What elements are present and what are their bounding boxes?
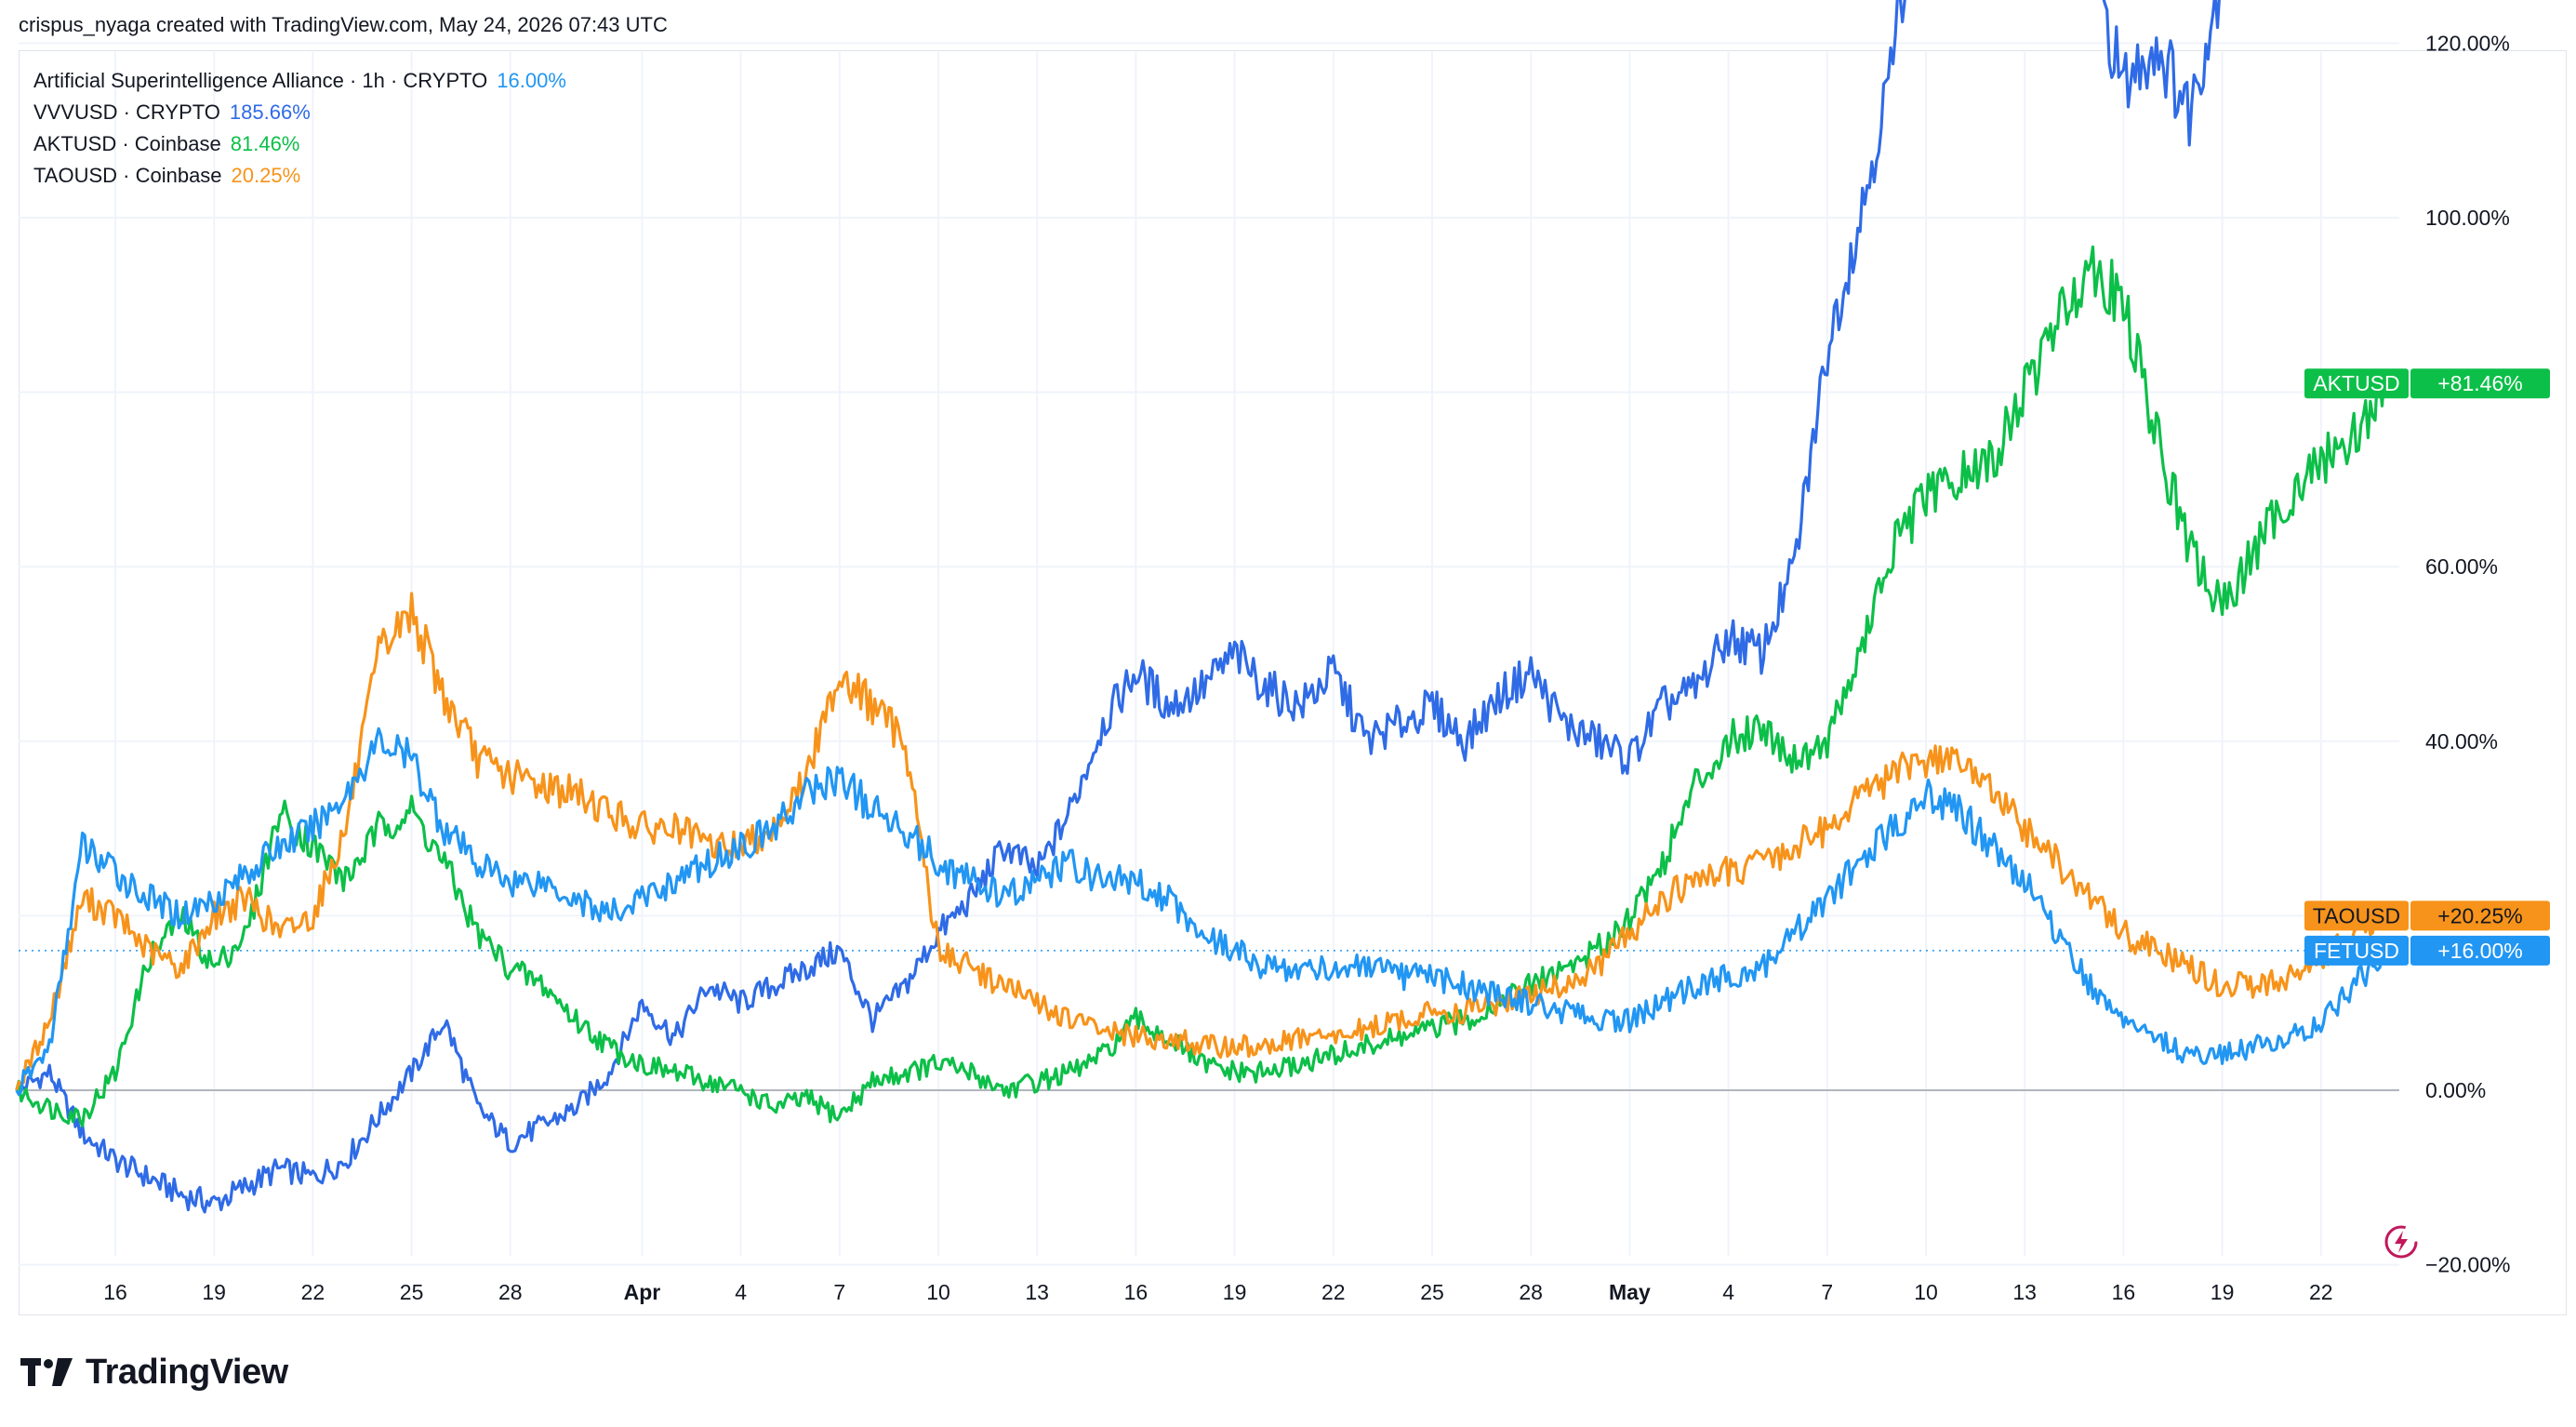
legend-item-fetusd[interactable]: Artificial Superintelligence Alliance · … bbox=[33, 65, 566, 97]
x-tick-label: 16 bbox=[1124, 1280, 1149, 1304]
x-tick-label: 25 bbox=[1420, 1280, 1444, 1304]
x-tick-label: 19 bbox=[202, 1280, 226, 1304]
y-tick-label: 40.00% bbox=[2425, 729, 2498, 754]
x-tick-label: 22 bbox=[2309, 1280, 2333, 1304]
legend-label: Artificial Superintelligence Alliance · … bbox=[33, 69, 488, 92]
legend-label: AKTUSD · Coinbase bbox=[33, 132, 221, 155]
series-value-badge-aktusd bbox=[2410, 368, 2550, 399]
series-line-taousd bbox=[15, 592, 2387, 1091]
series-tag-label: AKTUSD bbox=[2313, 371, 2399, 395]
series-tag-fetusd bbox=[2304, 935, 2409, 966]
legend-value: 16.00% bbox=[497, 69, 566, 92]
x-tick-label: 19 bbox=[1223, 1280, 1247, 1304]
x-tick-label: Apr bbox=[624, 1280, 661, 1304]
x-tick-label: 16 bbox=[103, 1280, 127, 1304]
x-tick-label: 28 bbox=[1519, 1280, 1543, 1304]
legend-item-taousd[interactable]: TAOUSD · Coinbase 20.25% bbox=[33, 160, 566, 192]
attribution-text: crispus_nyaga created with TradingView.c… bbox=[19, 13, 668, 36]
brand-name: TradingView bbox=[86, 1352, 288, 1392]
legend-item-vvvusd[interactable]: VVVUSD · CRYPTO 185.66% bbox=[33, 97, 566, 128]
legend-label: VVVUSD · CRYPTO bbox=[33, 100, 220, 124]
tradingview-logo[interactable]: TradingView bbox=[20, 1349, 288, 1395]
x-tick-label: 4 bbox=[735, 1280, 747, 1304]
x-tick-label: 10 bbox=[926, 1280, 950, 1304]
x-tick-label: 7 bbox=[1821, 1280, 1833, 1304]
x-tick-label: 4 bbox=[1722, 1280, 1734, 1304]
x-tick-label: 7 bbox=[833, 1280, 845, 1304]
series-value-badge-taousd bbox=[2410, 900, 2550, 931]
y-tick-label: −20.00% bbox=[2425, 1253, 2510, 1277]
y-tick-label: 60.00% bbox=[2425, 554, 2498, 579]
series-value-label: +16.00% bbox=[2437, 939, 2522, 963]
tradingview-logo-icon bbox=[20, 1358, 73, 1386]
x-tick-label: 13 bbox=[1025, 1280, 1049, 1304]
series-tag-label: FETUSD bbox=[2314, 939, 2399, 963]
legend-value: 81.46% bbox=[230, 132, 300, 155]
series-line-aktusd bbox=[15, 245, 2389, 1127]
y-tick-label: 0.00% bbox=[2425, 1078, 2486, 1102]
series-value-label: +20.25% bbox=[2437, 903, 2522, 927]
series-tag-taousd bbox=[2304, 900, 2409, 931]
series-line-fetusd bbox=[15, 727, 2389, 1097]
x-tick-label: 19 bbox=[2211, 1280, 2235, 1304]
series-tag-aktusd bbox=[2304, 368, 2409, 399]
x-tick-label: 28 bbox=[498, 1280, 523, 1304]
x-tick-label: 13 bbox=[2012, 1280, 2037, 1304]
x-tick-label: May bbox=[1609, 1280, 1651, 1304]
legend-value: 20.25% bbox=[231, 164, 301, 187]
series-tag-label: TAOUSD bbox=[2313, 903, 2400, 927]
series-line-vvvusd bbox=[15, 0, 2221, 1214]
x-tick-label: 10 bbox=[1914, 1280, 1938, 1304]
x-tick-label: 22 bbox=[1321, 1280, 1346, 1304]
legend-item-aktusd[interactable]: AKTUSD · Coinbase 81.46% bbox=[33, 128, 566, 160]
legend-value: 185.66% bbox=[229, 100, 311, 124]
legend-label: TAOUSD · Coinbase bbox=[33, 164, 222, 187]
y-tick-label: 120.00% bbox=[2425, 31, 2510, 55]
series-value-label: +81.46% bbox=[2437, 371, 2522, 395]
series-value-badge-fetusd bbox=[2410, 935, 2550, 966]
x-tick-label: 16 bbox=[2112, 1280, 2136, 1304]
y-tick-label: 100.00% bbox=[2425, 206, 2510, 230]
x-tick-label: 25 bbox=[400, 1280, 424, 1304]
bolt-icon[interactable] bbox=[2383, 1223, 2420, 1260]
chart-frame[interactable] bbox=[19, 50, 2567, 1315]
x-tick-label: 22 bbox=[301, 1280, 325, 1304]
legend: Artificial Superintelligence Alliance · … bbox=[33, 65, 566, 192]
